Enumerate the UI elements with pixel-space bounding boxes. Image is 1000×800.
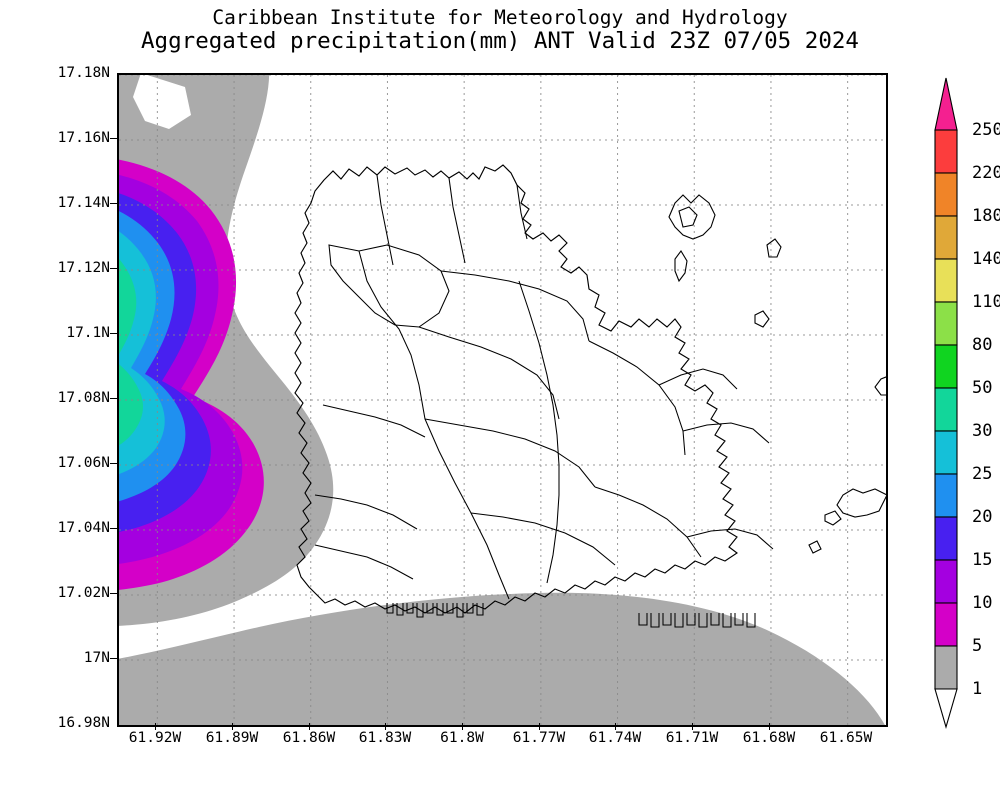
- y-tick-label: 17.16N: [57, 130, 110, 146]
- y-tick-mark: [110, 593, 117, 594]
- y-tick-mark: [110, 463, 117, 464]
- colorbar-tick-label: 110: [972, 292, 1000, 312]
- y-tick-mark: [110, 203, 117, 204]
- x-tick-mark: [309, 723, 310, 730]
- x-tick-mark: [615, 723, 616, 730]
- x-tick-label: 61.83W: [358, 730, 412, 746]
- offshore-islets: [668, 194, 886, 554]
- x-tick-label: 61.71W: [665, 730, 719, 746]
- precip-band-30mm: [119, 258, 143, 446]
- y-tick-mark: [110, 528, 117, 529]
- colorbar-swatch-above-250: [934, 77, 958, 131]
- colorbar-swatch-80-110: [934, 301, 958, 346]
- y-tick-label: 17.06N: [57, 455, 110, 471]
- y-tick-mark: [110, 333, 117, 334]
- colorbar-tick-label: 10: [972, 593, 993, 613]
- colorbar-swatch-1-5: [934, 645, 958, 690]
- colorbar-swatch-below-1: [934, 688, 958, 729]
- colorbar-tick-label: 140: [972, 249, 1000, 269]
- x-tick-mark: [692, 723, 693, 730]
- y-axis: 17.18N 17.16N 17.14N 17.12N 17.1N 17.08N…: [0, 0, 117, 800]
- x-tick-mark: [155, 723, 156, 730]
- colorbar-tick-label: 25: [972, 464, 993, 484]
- x-tick-mark: [462, 723, 463, 730]
- x-tick-label: 61.68W: [742, 730, 796, 746]
- y-tick-label: 17.08N: [57, 390, 110, 406]
- x-tick-label: 61.77W: [512, 730, 566, 746]
- y-tick-label: 17N: [83, 650, 110, 666]
- colorbar-tick-label: 180: [972, 206, 1000, 226]
- colorbar-swatch-10-15: [934, 559, 958, 604]
- map-overlay-layer: [119, 75, 886, 725]
- colorbar-swatch-50-80: [934, 344, 958, 389]
- y-tick-mark: [110, 138, 117, 139]
- x-tick-mark: [769, 723, 770, 730]
- y-tick-label: 17.12N: [57, 260, 110, 276]
- colorbar-tick-label: 15: [972, 550, 993, 570]
- map-plot-area[interactable]: [117, 73, 888, 727]
- colorbar-swatch-15-20: [934, 516, 958, 561]
- y-tick-mark: [110, 398, 117, 399]
- parish-boundaries: [314, 174, 774, 600]
- colorbar-tick-label: 5: [972, 636, 983, 656]
- figure-subtitle: Aggregated precipitation(mm) ANT Valid 2…: [141, 28, 859, 54]
- precip-subthreshold-hole: [133, 75, 191, 129]
- precipitation-shading-layer: [119, 75, 885, 725]
- colorbar-swatch-20-25: [934, 473, 958, 518]
- colorbar-swatch-220-250: [934, 129, 958, 174]
- colorbar-tick-label: 220: [972, 163, 1000, 183]
- colorbar-swatch-140-180: [934, 215, 958, 260]
- x-tick-mark: [385, 723, 386, 730]
- y-tick-label: 17.04N: [57, 520, 110, 536]
- y-tick-mark: [110, 658, 117, 659]
- y-tick-label: 16.98N: [57, 715, 110, 731]
- x-tick-mark: [232, 723, 233, 730]
- gridlines: [119, 75, 886, 725]
- colorbar-swatch-25-30: [934, 430, 958, 475]
- colorbar-tick-label: 30: [972, 421, 993, 441]
- colorbar-swatch-180-220: [934, 172, 958, 217]
- colorbar-swatch-5-10: [934, 602, 958, 647]
- colorbar-tick-label: 1: [972, 679, 983, 699]
- x-tick-label: 61.92W: [128, 730, 182, 746]
- colorbar-swatches: [934, 77, 958, 729]
- antigua-coastline: [294, 164, 738, 614]
- colorbar[interactable]: 250 220 180 140 110 80 50 30 25 20 15 10…: [925, 75, 1000, 730]
- colorbar-tick-label: 250: [972, 120, 1000, 140]
- southern-coast-fringe: [386, 603, 756, 628]
- x-tick-mark: [539, 723, 540, 730]
- figure-institute-title: Caribbean Institute for Meteorology and …: [212, 6, 788, 29]
- y-tick-mark: [110, 268, 117, 269]
- x-tick-label: 61.89W: [205, 730, 259, 746]
- x-tick-label: 61.86W: [282, 730, 336, 746]
- colorbar-tick-label: 80: [972, 335, 993, 355]
- precip-band-1mm-south: [119, 592, 885, 725]
- x-tick-label: 61.65W: [819, 730, 873, 746]
- colorbar-swatch-30-50: [934, 387, 958, 432]
- x-tick-label: 61.8W: [440, 730, 484, 746]
- y-tick-label: 17.14N: [57, 195, 110, 211]
- colorbar-tick-label: 50: [972, 378, 993, 398]
- y-tick-label: 17.02N: [57, 585, 110, 601]
- map-canvas: [119, 75, 886, 725]
- y-tick-label: 17.1N: [66, 325, 110, 341]
- colorbar-tick-label: 20: [972, 507, 993, 527]
- x-tick-label: 61.74W: [588, 730, 642, 746]
- colorbar-swatch-110-140: [934, 258, 958, 303]
- y-tick-label: 17.18N: [57, 65, 110, 81]
